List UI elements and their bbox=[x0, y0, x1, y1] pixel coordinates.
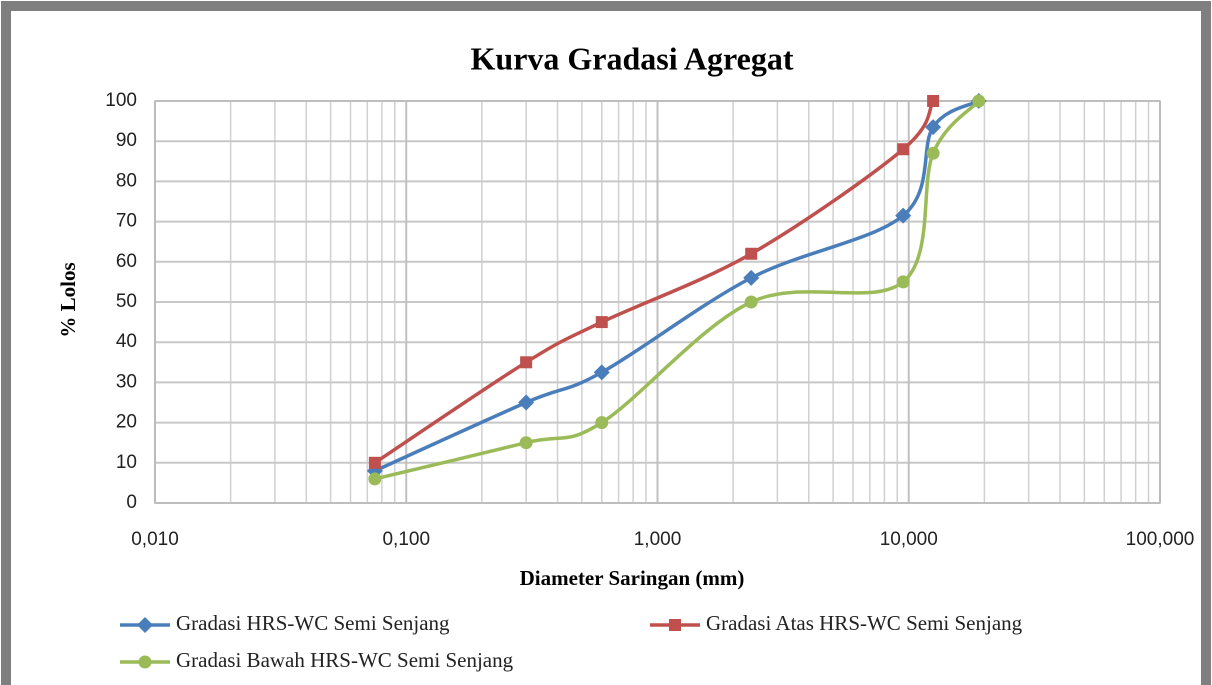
marker bbox=[669, 619, 681, 631]
y-tick-label: 50 bbox=[116, 291, 137, 312]
x-tick-label: 0,100 bbox=[382, 529, 430, 550]
marker bbox=[519, 436, 533, 450]
y-tick-label: 100 bbox=[105, 90, 137, 111]
y-tick-label: 90 bbox=[116, 130, 137, 151]
y-tick-label: 70 bbox=[116, 211, 137, 232]
marker bbox=[518, 394, 535, 411]
marker bbox=[745, 247, 758, 260]
y-tick-label: 20 bbox=[116, 412, 137, 433]
marker bbox=[595, 316, 608, 329]
marker bbox=[520, 356, 533, 369]
y-tick-label: 10 bbox=[116, 452, 137, 473]
legend-label: Gradasi Atas HRS-WC Semi Senjang bbox=[706, 611, 1023, 635]
marker bbox=[926, 146, 940, 160]
marker bbox=[593, 364, 610, 381]
x-axis-label: Diameter Saringan (mm) bbox=[520, 566, 745, 590]
x-tick-label: 10,000 bbox=[880, 529, 938, 550]
marker bbox=[744, 295, 758, 309]
marker bbox=[927, 95, 940, 107]
marker bbox=[368, 456, 381, 469]
y-axis-label: % Lolos bbox=[56, 262, 80, 337]
marker bbox=[897, 143, 910, 156]
marker bbox=[972, 94, 986, 108]
marker bbox=[595, 416, 609, 430]
y-tick-label: 60 bbox=[116, 251, 137, 272]
y-tick-label: 0 bbox=[126, 492, 137, 513]
y-tick-label: 40 bbox=[116, 331, 137, 352]
legend-label: Gradasi Bawah HRS-WC Semi Senjang bbox=[176, 648, 514, 672]
marker bbox=[925, 119, 942, 136]
marker bbox=[896, 275, 910, 289]
legend-label: Gradasi HRS-WC Semi Senjang bbox=[176, 611, 450, 635]
marker bbox=[137, 617, 153, 633]
marker bbox=[138, 655, 152, 669]
marker bbox=[895, 207, 912, 224]
y-tick-label: 30 bbox=[116, 371, 137, 392]
x-tick-label: 0,010 bbox=[131, 529, 179, 550]
marker bbox=[743, 269, 760, 286]
chart-title: Kurva Gradasi Agregat bbox=[471, 40, 794, 76]
x-tick-label: 1,000 bbox=[634, 529, 682, 550]
y-tick-label: 80 bbox=[116, 170, 137, 191]
x-tick-label: 100,000 bbox=[1126, 529, 1195, 550]
marker bbox=[368, 472, 382, 486]
plot-border bbox=[154, 100, 1161, 504]
